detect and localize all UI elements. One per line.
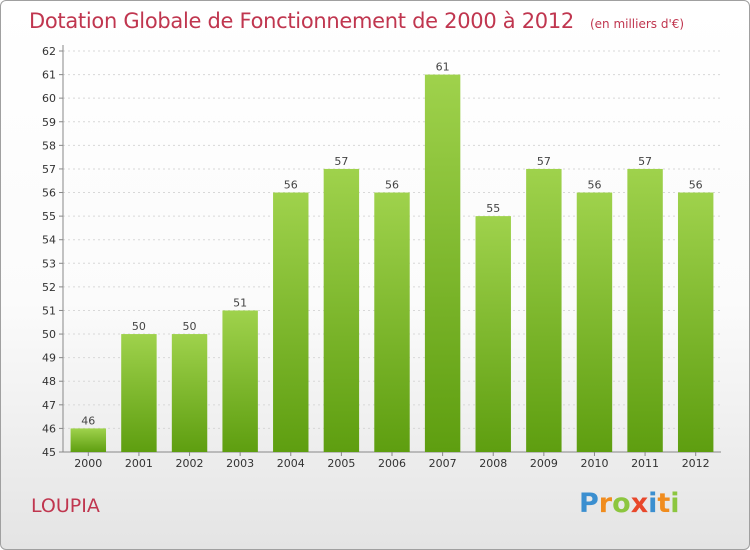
x-tick-label: 2010: [580, 457, 608, 470]
bar-2000: [70, 428, 107, 452]
logo-letter: i: [648, 488, 658, 519]
y-tick-label: 59: [42, 116, 56, 129]
x-tick-label: 2000: [74, 457, 102, 470]
y-tick-label: 48: [42, 375, 56, 388]
y-tick-label: 55: [42, 210, 56, 223]
value-label: 56: [385, 179, 399, 192]
y-tick-label: 58: [42, 139, 56, 152]
bar-2010: [576, 192, 613, 452]
x-tick-label: 2008: [479, 457, 507, 470]
chart-title-text: Dotation Globale de Fonctionnement de 20…: [29, 9, 574, 33]
bar-2007: [424, 74, 461, 453]
bar-2003: [222, 310, 258, 452]
proxiti-logo[interactable]: Proxiti: [579, 488, 680, 519]
x-tick-label: 2011: [631, 457, 659, 470]
bar-2008: [475, 216, 511, 452]
logo-letter: o: [612, 488, 631, 519]
value-label: 56: [284, 179, 298, 192]
y-tick-label: 51: [42, 304, 56, 317]
bars: [70, 74, 714, 453]
y-tick-label: 52: [42, 281, 56, 294]
logo-letter: x: [630, 488, 649, 519]
y-tick-label: 56: [42, 187, 56, 200]
labels: 2000 46 2001 50 2002 50 2003 51 2004 56 2005 57 2006…: [74, 61, 709, 470]
value-label: 56: [689, 179, 703, 192]
value-label: 57: [334, 155, 348, 168]
y-tick-label: 62: [42, 45, 56, 58]
y-tick-label: 46: [42, 422, 56, 435]
x-tick-label: 2003: [226, 457, 254, 470]
y-tick-label: 53: [42, 257, 56, 270]
chart-title: Dotation Globale de Fonctionnement de 20…: [29, 9, 684, 33]
y-tick-label: 45: [42, 446, 56, 459]
bar-2011: [627, 168, 663, 453]
logo-letter: t: [657, 488, 671, 519]
y-tick-label: 57: [42, 163, 56, 176]
y-tick-label: 54: [42, 234, 56, 247]
value-label: 56: [587, 179, 601, 192]
bar-2001: [121, 334, 157, 452]
logo-letter: P: [579, 488, 599, 519]
bar-2009: [526, 168, 562, 453]
value-label: 55: [486, 202, 500, 215]
y-tick-label: 47: [42, 399, 56, 412]
x-tick-label: 2006: [378, 457, 406, 470]
bar-2004: [273, 192, 309, 452]
logo-letter: i: [670, 488, 680, 519]
y-tick-label: 60: [42, 92, 56, 105]
commune-name: LOUPIA: [31, 495, 100, 517]
value-label: 50: [183, 320, 197, 333]
chart-unit: (en milliers d'€): [589, 17, 685, 31]
x-tick-label: 2005: [327, 457, 355, 470]
logo-letter: r: [598, 488, 613, 519]
x-tick-label: 2002: [176, 457, 204, 470]
y-tick-label: 61: [42, 69, 56, 82]
bar-2005: [323, 168, 360, 453]
value-label: 57: [537, 155, 551, 168]
value-label: 50: [132, 320, 146, 333]
x-tick-label: 2007: [429, 457, 457, 470]
x-tick-label: 2001: [125, 457, 153, 470]
bar-2006: [374, 192, 410, 452]
y-tick-label: 49: [42, 352, 56, 365]
bar-2012: [677, 192, 714, 452]
y-tick-label: 50: [42, 328, 56, 341]
x-tick-label: 2004: [277, 457, 305, 470]
x-tick-label: 2009: [530, 457, 558, 470]
value-label: 61: [436, 61, 450, 74]
value-label: 51: [233, 296, 247, 309]
value-label: 57: [638, 155, 652, 168]
bar-2002: [171, 334, 208, 452]
axes: 45 46 47 48 49 50 51 52 53 54 55 56 57 58 59 60 61 62: [42, 45, 721, 459]
x-tick-label: 2012: [682, 457, 710, 470]
value-label: 46: [81, 414, 95, 427]
